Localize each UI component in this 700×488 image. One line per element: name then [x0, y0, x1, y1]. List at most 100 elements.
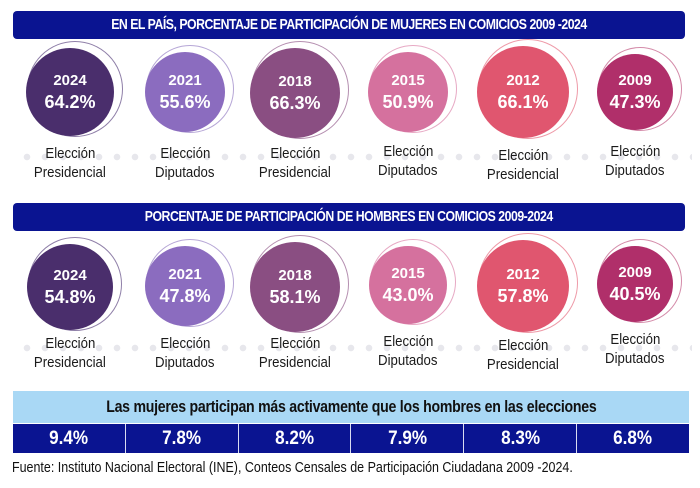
difference-cell: 7.9%: [350, 424, 463, 453]
circle-percentage: 43.0%: [382, 285, 434, 305]
election-item-2024: 2024 54.8% Elección Presidencial: [12, 232, 128, 372]
source-note: Fuente: Instituto Nacional Electoral (IN…: [12, 459, 664, 477]
label-line-1: Elección: [610, 331, 660, 348]
circle-percentage: 58.1%: [269, 287, 321, 307]
dotted-divider: [18, 344, 692, 352]
circle-year: 2009: [618, 264, 652, 281]
percentage-circle: 2018 66.3%: [250, 48, 340, 138]
label-line-2: Presidencial: [34, 164, 106, 181]
election-type-label: Elección Presidencial: [237, 334, 353, 372]
percentage-circle: 2021 47.8%: [145, 246, 225, 326]
dotted-divider: [18, 153, 692, 161]
circle-year: 2012: [506, 266, 540, 283]
label-line-2: Presidencial: [487, 166, 559, 183]
label-line-2: Diputados: [155, 354, 215, 371]
election-item-2015: 2015 50.9% Elección Diputados: [350, 40, 466, 180]
election-item-2018: 2018 66.3% Elección Presidencial: [237, 40, 353, 182]
women-section-title: EN EL PAÍS, PORCENTAJE DE PARTICIPACIÓN …: [13, 11, 685, 39]
difference-value: 6.8%: [613, 428, 653, 449]
label-line-2: Presidencial: [34, 354, 106, 371]
label-line-2: Presidencial: [259, 164, 331, 181]
circle-year: 2018: [278, 73, 312, 90]
election-type-label: Elección Presidencial: [237, 144, 353, 182]
percentage-circle: 2021 55.6%: [145, 52, 225, 132]
difference-cell: 6.8%: [576, 424, 689, 453]
circle-percentage: 47.3%: [609, 92, 661, 112]
percentage-circle: 2012 66.1%: [477, 46, 569, 138]
circle-percentage: 66.3%: [269, 93, 321, 113]
label-line-1: Elección: [498, 337, 548, 354]
circle-year: 2012: [506, 72, 540, 89]
label-line-2: Presidencial: [259, 354, 331, 371]
difference-cell: 8.2%: [237, 424, 351, 453]
difference-cell: 7.8%: [124, 424, 238, 453]
circle-percentage: 55.6%: [159, 92, 211, 112]
election-type-label: Elección Diputados: [127, 334, 243, 372]
women-circles-row: 2024 64.2% Elección Presidencial 2021 55.6% El…: [0, 39, 700, 183]
election-item-2015: 2015 43.0% Elección Diputados: [350, 232, 466, 372]
election-type-label: Elección Presidencial: [12, 144, 128, 182]
label-line-1: Elección: [45, 335, 95, 352]
source-text: Fuente: Instituto Nacional Electoral (IN…: [12, 460, 573, 476]
circle-year: 2009: [618, 72, 652, 89]
percentage-circle: 2024 64.2%: [26, 48, 114, 136]
label-line-2: Diputados: [155, 164, 215, 181]
circle-year: 2021: [168, 72, 202, 89]
election-item-2021: 2021 55.6% Elección Diputados: [127, 40, 243, 182]
label-line-1: Elección: [610, 143, 660, 160]
percentage-circle: 2015 50.9%: [368, 52, 448, 132]
circle-year: 2015: [391, 72, 425, 89]
label-line-1: Elección: [270, 335, 320, 352]
difference-cell: 9.4%: [13, 424, 125, 453]
label-line-2: Diputados: [605, 162, 665, 179]
circle-percentage: 66.1%: [497, 92, 549, 112]
label-line-1: Elección: [383, 333, 433, 350]
circle-percentage: 64.2%: [44, 92, 96, 112]
circle-year: 2015: [391, 265, 425, 282]
label-line-2: Presidencial: [487, 356, 559, 373]
difference-value: 7.9%: [387, 428, 427, 449]
difference-value: 7.8%: [162, 428, 202, 449]
election-type-label: Elección Presidencial: [465, 146, 581, 184]
label-line-1: Elección: [160, 145, 210, 162]
difference-cell: 8.3%: [463, 424, 576, 453]
label-line-1: Elección: [498, 147, 548, 164]
election-type-label: Elección Diputados: [577, 330, 693, 368]
label-line-2: Diputados: [378, 352, 438, 369]
election-type-label: Elección Diputados: [127, 144, 243, 182]
men-circles-row: 2024 54.8% Elección Presidencial 2021 47.8% El…: [0, 232, 700, 374]
summary-text: Las mujeres participan más activamente q…: [105, 397, 597, 416]
election-item-2021: 2021 47.8% Elección Diputados: [127, 232, 243, 372]
election-item-2009: 2009 40.5% Elección Diputados: [577, 232, 693, 372]
percentage-circle: 2009 40.5%: [597, 246, 673, 322]
men-section-title: PORCENTAJE DE PARTICIPACIÓN DE HOMBRES E…: [13, 203, 685, 231]
circle-percentage: 47.8%: [159, 286, 211, 306]
difference-value: 8.2%: [275, 428, 315, 449]
election-item-2018: 2018 58.1% Elección Presidencial: [237, 232, 353, 372]
circle-year: 2024: [53, 267, 87, 284]
circle-year: 2018: [278, 267, 312, 284]
difference-value: 8.3%: [500, 428, 540, 449]
percentage-circle: 2009 47.3%: [597, 54, 673, 130]
election-item-2024: 2024 64.2% Elección Presidencial: [12, 40, 128, 182]
election-item-2012: 2012 57.8% Elección Presidencial: [465, 232, 581, 374]
label-line-1: Elección: [270, 145, 320, 162]
label-line-1: Elección: [383, 143, 433, 160]
women-title-text: EN EL PAÍS, PORCENTAJE DE PARTICIPACIÓN …: [111, 16, 587, 33]
label-line-1: Elección: [45, 145, 95, 162]
label-line-2: Diputados: [378, 162, 438, 179]
percentage-circle: 2024 54.8%: [27, 244, 113, 330]
percentage-circle: 2012 57.8%: [477, 240, 569, 332]
election-type-label: Elección Presidencial: [465, 336, 581, 374]
election-type-label: Elección Diputados: [577, 142, 693, 180]
election-type-label: Elección Diputados: [350, 142, 466, 180]
circle-percentage: 50.9%: [382, 92, 434, 112]
percentage-circle: 2018 58.1%: [250, 242, 340, 332]
circle-percentage: 40.5%: [609, 284, 661, 304]
circle-percentage: 54.8%: [44, 287, 96, 307]
label-line-2: Diputados: [605, 350, 665, 367]
election-type-label: Elección Presidencial: [12, 334, 128, 372]
men-title-text: PORCENTAJE DE PARTICIPACIÓN DE HOMBRES E…: [145, 208, 553, 225]
summary-banner: Las mujeres participan más activamente q…: [13, 391, 689, 423]
difference-value: 9.4%: [49, 428, 89, 449]
